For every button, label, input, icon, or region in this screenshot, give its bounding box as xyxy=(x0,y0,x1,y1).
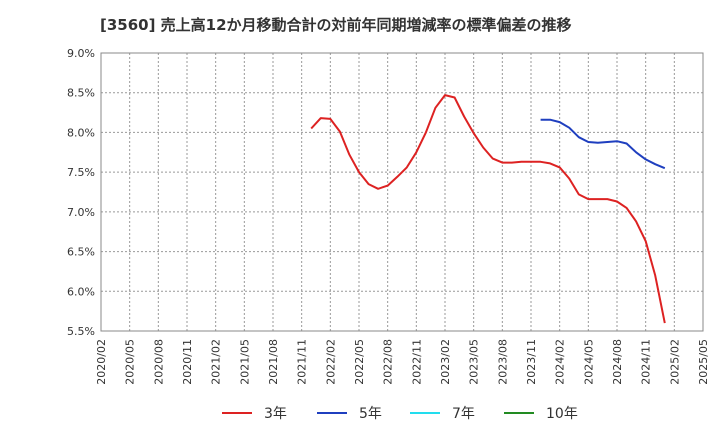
x-tick-label: 2022/08 xyxy=(382,339,395,385)
x-tick-label: 2025/02 xyxy=(668,339,681,385)
y-tick-label: 7.0% xyxy=(67,206,95,219)
legend-label-2: 7年 xyxy=(452,406,475,422)
y-tick-label: 8.5% xyxy=(67,87,95,100)
series-lines xyxy=(310,94,666,324)
y-tick-label: 8.0% xyxy=(67,126,95,139)
series-line-1 xyxy=(540,118,666,170)
x-tick-label: 2020/05 xyxy=(124,339,137,385)
y-tick-label: 7.5% xyxy=(67,166,95,179)
legend-label-0: 3年 xyxy=(264,406,287,422)
x-tick-label: 2023/05 xyxy=(468,339,481,385)
x-axis-ticks: 2020/02 2020/05 2020/08 2020/11 2021/02 2021/… xyxy=(95,339,710,385)
grid-lines xyxy=(100,52,704,332)
y-tick-label: 9.0% xyxy=(67,47,95,60)
x-tick-label: 2023/02 xyxy=(439,339,452,385)
x-tick-label: 2024/08 xyxy=(611,339,624,385)
x-tick-label: 2022/11 xyxy=(410,339,423,385)
x-tick-label: 2025/05 xyxy=(697,339,710,385)
x-tick-label: 2023/08 xyxy=(496,339,509,385)
x-tick-label: 2021/08 xyxy=(267,339,280,385)
y-tick-label: 6.5% xyxy=(67,246,95,259)
legend-label-3: 10年 xyxy=(546,406,578,422)
x-tick-label: 2021/11 xyxy=(296,339,309,385)
x-tick-label: 2024/05 xyxy=(582,339,595,385)
x-tick-label: 2020/08 xyxy=(152,339,165,385)
x-tick-label: 2020/11 xyxy=(181,339,194,385)
y-tick-label: 5.5% xyxy=(67,325,95,338)
x-tick-label: 2022/02 xyxy=(324,339,337,385)
x-tick-label: 2024/02 xyxy=(554,339,567,385)
legend-label-1: 5年 xyxy=(359,406,382,422)
x-tick-label: 2021/05 xyxy=(238,339,251,385)
chart-title: [3560] 売上高12か月移動合計の対前年同期増減率の標準偏差の推移 xyxy=(100,16,572,34)
y-axis-ticks: 9.0% 8.5% 8.0% 7.5% 7.0% 6.5% 6.0% 5.5% xyxy=(67,47,95,338)
plot-area-border xyxy=(100,52,704,332)
x-tick-label: 2023/11 xyxy=(525,339,538,385)
x-tick-label: 2021/02 xyxy=(210,339,223,385)
y-tick-label: 6.0% xyxy=(67,285,95,298)
x-tick-label: 2020/02 xyxy=(95,339,108,385)
legend: 3年 5年 7年 10年 xyxy=(222,406,578,422)
series-line-0 xyxy=(310,94,666,324)
x-tick-label: 2024/11 xyxy=(640,339,653,385)
x-tick-label: 2022/05 xyxy=(353,339,366,385)
